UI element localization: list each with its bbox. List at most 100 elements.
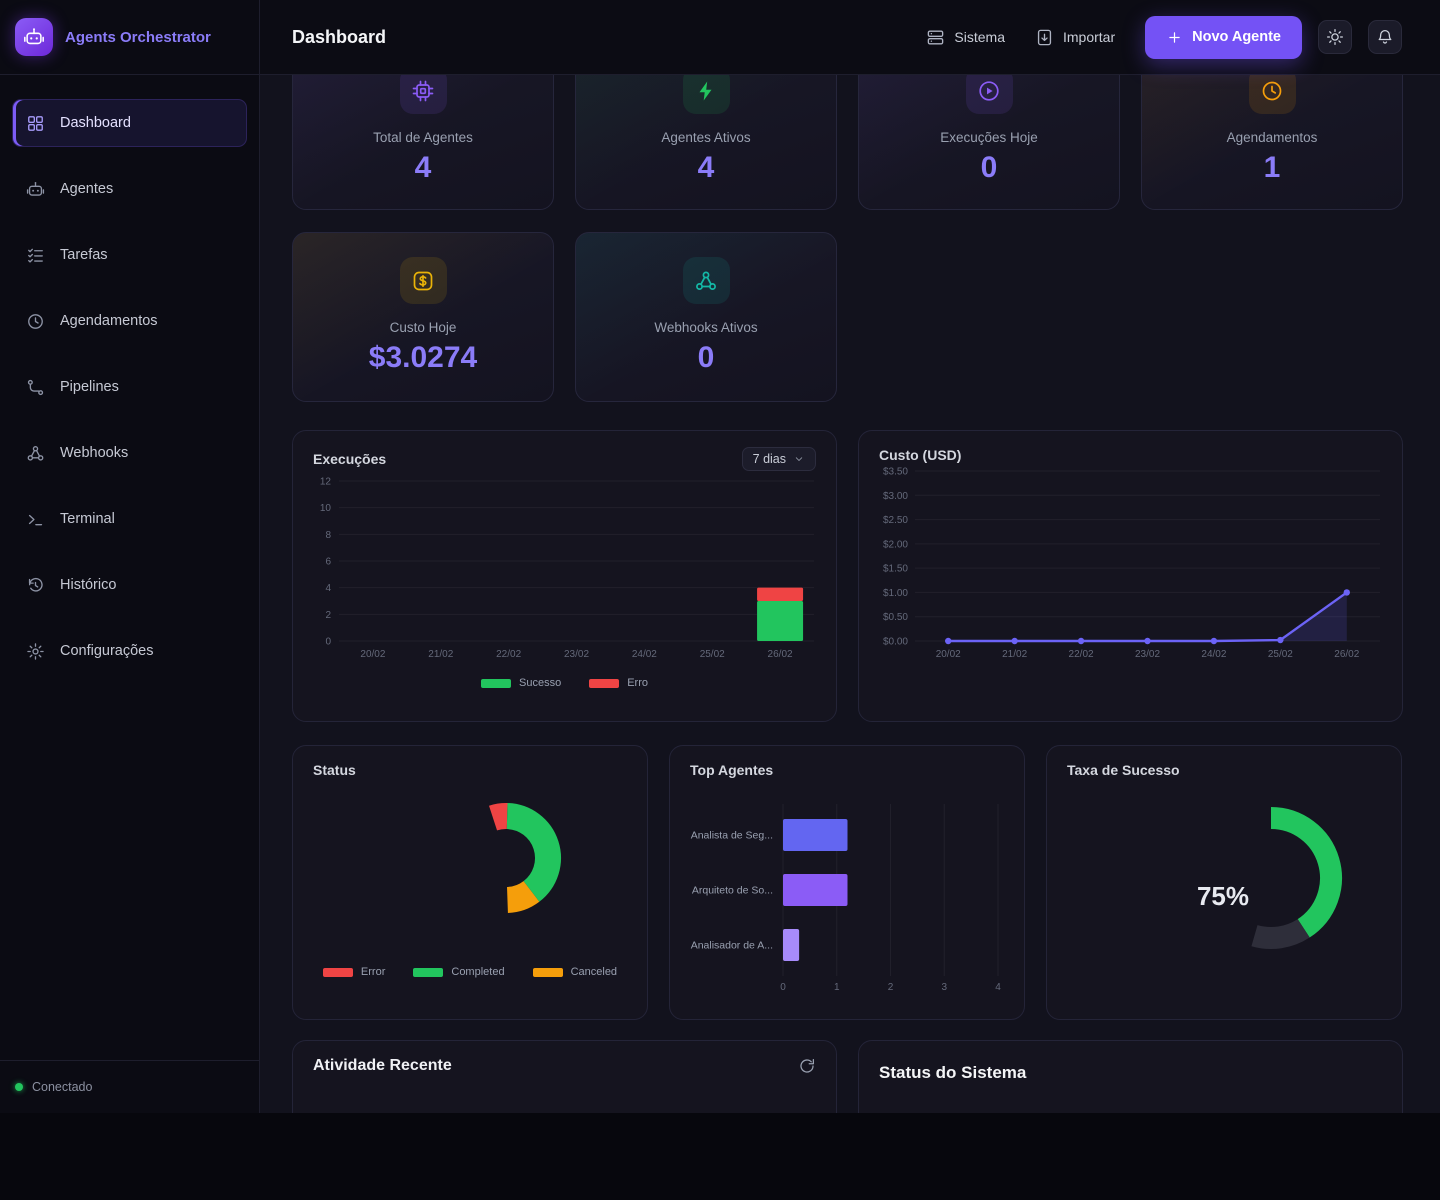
legend-swatch: [532, 967, 563, 977]
svg-text:75%: 75%: [1197, 881, 1249, 911]
svg-text:2: 2: [888, 982, 894, 993]
bot-icon: [26, 180, 45, 199]
sidebar-item-label: Terminal: [60, 511, 115, 527]
range-select[interactable]: 7 dias: [741, 447, 816, 471]
stat-label: Webhooks Ativos: [654, 320, 758, 335]
sidebar-item-agentes[interactable]: Agentes: [12, 165, 247, 213]
import-button-label: Importar: [1062, 29, 1116, 45]
range-select-value: 7 dias: [752, 452, 786, 466]
page-title: Dashboard: [292, 26, 387, 47]
legend-item-error: Error: [322, 966, 385, 978]
svg-text:22/02: 22/02: [496, 649, 521, 660]
sidebar-item-terminal[interactable]: Terminal: [12, 495, 247, 543]
stat-card-agendamentos: Agendamentos 1: [1141, 30, 1403, 210]
success-rate-title: Taxa de Sucesso: [1067, 762, 1180, 778]
bell-icon: [1376, 28, 1394, 46]
system-status-title: Status do Sistema: [879, 1063, 1027, 1082]
stat-value: $3.0274: [368, 341, 478, 374]
svg-text:24/02: 24/02: [1201, 649, 1226, 660]
svg-text:12: 12: [320, 477, 332, 488]
legend-item-completed: Completed: [413, 966, 505, 978]
brand-name: Agents Orchestrator: [65, 28, 211, 46]
svg-text:6: 6: [325, 557, 331, 568]
legend-swatch: [589, 678, 620, 688]
sidebar: Agents Orchestrator Dashboard Agentes Tare…: [0, 0, 260, 1113]
svg-text:26/02: 26/02: [768, 649, 793, 660]
svg-text:$3.00: $3.00: [883, 491, 908, 502]
sidebar-item-agendamentos[interactable]: Agendamentos: [12, 297, 247, 345]
legend-item-canceled: Canceled: [532, 966, 617, 978]
svg-text:4: 4: [325, 583, 331, 594]
svg-text:3: 3: [941, 982, 947, 993]
executions-chart: 0 2 4 6 8 10 12 20/02 21/02 22/02 23/02 24/02 25/02 2…: [320, 477, 814, 660]
svg-text:22/02: 22/02: [1069, 649, 1094, 660]
svg-text:26/02: 26/02: [1334, 649, 1359, 660]
success-rate-gauge: 75%: [1197, 807, 1342, 949]
sidebar-item-label: Configurações: [60, 643, 154, 659]
status-card: Status Error Completed Canceled: [292, 745, 648, 1020]
svg-text:$0.50: $0.50: [883, 612, 908, 623]
system-button[interactable]: Sistema: [926, 28, 1005, 47]
executions-legend: Sucesso Erro: [313, 677, 816, 689]
app-window: Agents Orchestrator Dashboard Agentes Tare…: [0, 0, 1440, 1113]
refresh-icon: [798, 1057, 816, 1075]
sidebar-item-label: Pipelines: [60, 379, 119, 395]
notifications-button[interactable]: [1368, 20, 1402, 54]
refresh-button[interactable]: [798, 1057, 816, 1075]
svg-text:25/02: 25/02: [1268, 649, 1293, 660]
stat-value: 0: [980, 151, 998, 184]
legend-swatch: [322, 967, 353, 977]
svg-text:1: 1: [834, 982, 840, 993]
sidebar-item-label: Tarefas: [60, 247, 108, 263]
stat-value: 4: [414, 151, 432, 184]
executions-title: Execuções: [313, 451, 387, 467]
svg-text:20/02: 20/02: [936, 649, 961, 660]
svg-text:20/02: 20/02: [360, 649, 385, 660]
sidebar-item-pipelines[interactable]: Pipelines: [12, 363, 247, 411]
cost-card: Custo (USD) $0.00 $0.50 $1.00 $1.50 $2.00 $2.…: [858, 430, 1403, 722]
stat-label: Agendamentos: [1226, 130, 1318, 145]
dashboard-content: Total de Agentes 4 Agentes Ativos 4 Execuçõe…: [292, 30, 1403, 1113]
theme-toggle-button[interactable]: [1318, 20, 1352, 54]
svg-text:23/02: 23/02: [564, 649, 589, 660]
svg-text:25/02: 25/02: [700, 649, 725, 660]
sidebar-item-historico[interactable]: Histórico: [12, 561, 247, 609]
sidebar-item-webhooks[interactable]: Webhooks: [12, 429, 247, 477]
history-icon: [26, 576, 45, 595]
svg-text:21/02: 21/02: [1002, 649, 1027, 660]
sidebar-item-dashboard[interactable]: Dashboard: [12, 99, 247, 147]
stat-label: Total de Agentes: [373, 130, 473, 145]
top-agents-card: Top Agentes 0 1 2 3 4 Analista de Seg... Arqui…: [669, 745, 1025, 1020]
import-icon: [1035, 28, 1054, 47]
pipeline-icon: [26, 378, 45, 397]
stat-label: Execuções Hoje: [940, 130, 1038, 145]
app-logo: [15, 18, 53, 56]
recent-activity-title: Atividade Recente: [313, 1057, 452, 1074]
clock-icon: [26, 312, 45, 331]
dashboard-icon: [26, 114, 45, 133]
import-button[interactable]: Importar: [1035, 28, 1115, 47]
tasks-icon: [26, 246, 45, 265]
svg-text:$0.00: $0.00: [883, 637, 908, 648]
stat-card-custo-hoje: Custo Hoje $3.0274: [292, 232, 554, 402]
svg-text:$1.00: $1.00: [883, 588, 908, 599]
bottom-row: Status Error Completed Canceled Top Agente…: [292, 745, 1403, 1020]
sidebar-nav: Dashboard Agentes Tarefas Agendamentos Pipel…: [0, 75, 259, 675]
svg-text:23/02: 23/02: [1135, 649, 1160, 660]
sidebar-item-tarefas[interactable]: Tarefas: [12, 231, 247, 279]
dollar-icon: [399, 257, 447, 304]
sun-icon: [1326, 28, 1344, 46]
top-agents-chart: 0 1 2 3 4 Analista de Seg... Arquiteto de So..…: [691, 804, 1001, 993]
bot-icon: [23, 26, 45, 48]
brand: Agents Orchestrator: [0, 0, 259, 75]
legend-swatch: [481, 678, 511, 688]
stat-value: 4: [697, 151, 715, 184]
sidebar-item-configuracoes[interactable]: Configurações: [12, 627, 247, 675]
new-agent-button-label: Novo Agente: [1192, 29, 1281, 45]
new-agent-button[interactable]: Novo Agente: [1145, 15, 1302, 59]
sidebar-item-label: Agentes: [60, 181, 114, 197]
svg-text:$2.50: $2.50: [883, 515, 908, 526]
stat-label: Custo Hoje: [389, 320, 457, 335]
svg-text:0: 0: [780, 982, 786, 993]
legend-swatch: [413, 967, 444, 977]
